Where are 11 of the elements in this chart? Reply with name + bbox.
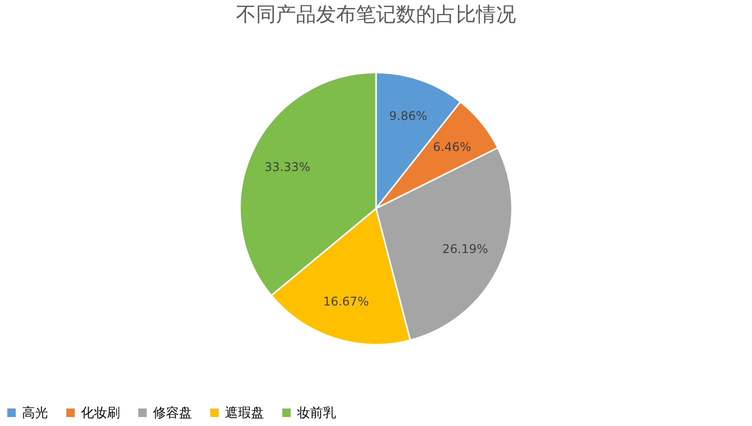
legend-label: 化妆刷 bbox=[81, 406, 120, 421]
data-label: 9.86% bbox=[389, 109, 428, 124]
data-label: 16.67% bbox=[323, 294, 369, 309]
legend-label: 高光 bbox=[22, 404, 48, 421]
legend-label: 修容盘 bbox=[153, 404, 192, 421]
legend-label: 遮瑕盘 bbox=[225, 406, 264, 421]
data-label: 6.46% bbox=[432, 140, 472, 154]
data-label: 33.33% bbox=[264, 160, 310, 174]
chart-title: 不同产品发布笔记数的占比情况 bbox=[236, 2, 516, 26]
legend-label: 妆前乳 bbox=[297, 406, 336, 421]
data-label: 26.19% bbox=[442, 242, 488, 256]
